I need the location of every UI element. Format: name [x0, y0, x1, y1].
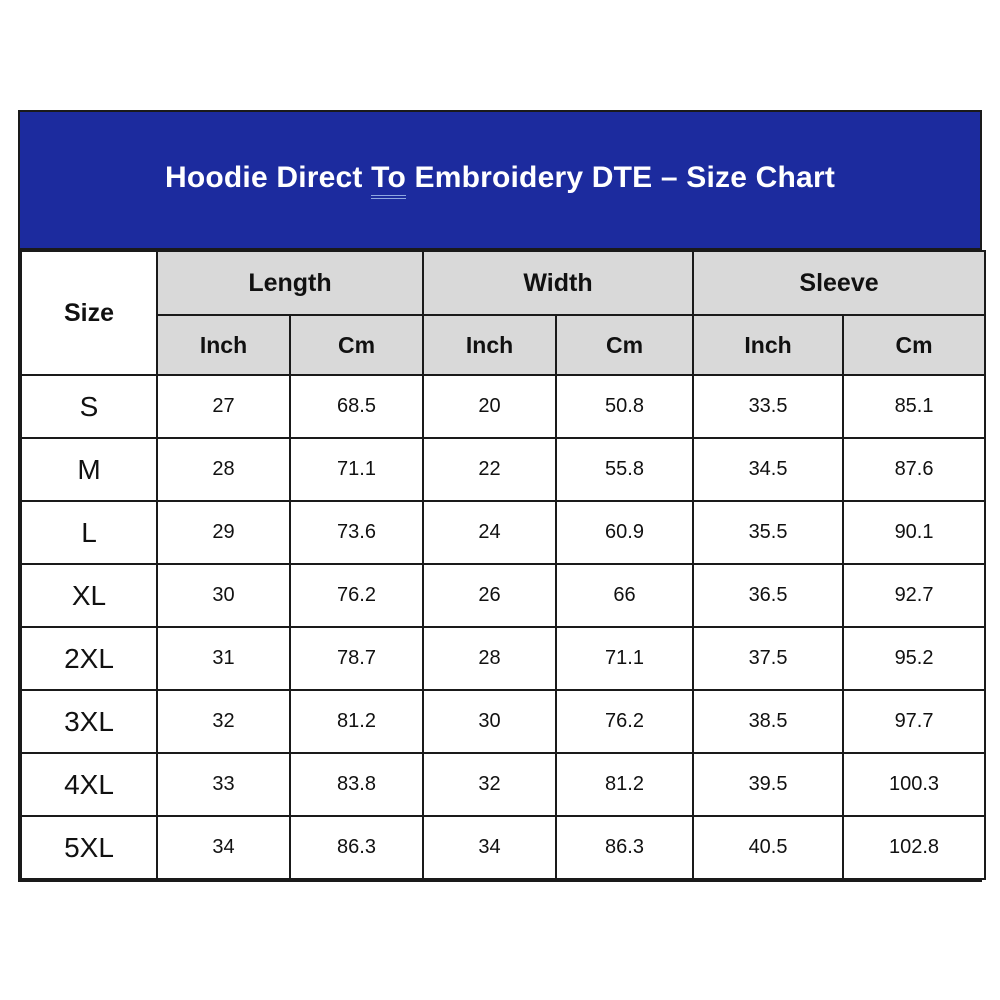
- measurement-cell: 66: [555, 563, 695, 628]
- measurement-cell: 90.1: [842, 500, 987, 565]
- measurement-cell: 38.5: [692, 689, 845, 754]
- measurement-cell: 83.8: [288, 752, 425, 817]
- col-header-sleeve-inch: Inch: [692, 314, 845, 376]
- table-row: 5XL 34 86.3 34 86.3 40.5 102.8: [20, 815, 987, 880]
- unit-header-row: Inch Cm Inch Cm Inch Cm: [21, 314, 987, 376]
- measurement-cell: 32: [422, 752, 558, 817]
- table-row: XL 30 76.2 26 66 36.5 92.7: [20, 563, 987, 628]
- table-row: M 28 71.1 22 55.8 34.5 87.6: [20, 437, 987, 502]
- table-row: 4XL 33 83.8 32 81.2 39.5 100.3: [20, 752, 987, 817]
- measurement-cell: 30: [422, 689, 558, 754]
- measurement-cell: 87.6: [842, 437, 987, 502]
- measurement-cell: 100.3: [842, 752, 987, 817]
- table-header: Size Length Width Sleeve Inch Cm Inch Cm…: [20, 250, 987, 376]
- size-cell: L: [20, 500, 158, 565]
- measurement-cell: 30: [156, 563, 291, 628]
- measurement-cell: 76.2: [288, 563, 425, 628]
- measurement-cell: 34.5: [692, 437, 845, 502]
- col-header-length-cm: Cm: [288, 314, 425, 376]
- page-title: Hoodie Direct To Embroidery DTE – Size C…: [165, 161, 835, 199]
- measurement-cell: 36.5: [692, 563, 845, 628]
- measurement-cell: 68.5: [288, 374, 425, 439]
- col-group-sleeve: Sleeve: [692, 250, 987, 316]
- size-cell: XL: [20, 563, 158, 628]
- measurement-cell: 29: [156, 500, 291, 565]
- measurement-cell: 32: [156, 689, 291, 754]
- underlined-word: To: [371, 162, 406, 199]
- page-title-after: Embroidery DTE – Size Chart: [405, 161, 836, 195]
- measurement-cell: 27: [156, 374, 291, 439]
- col-header-size: Size: [20, 250, 158, 376]
- measurement-cell: 78.7: [288, 626, 425, 691]
- measurement-cell: 34: [422, 815, 558, 880]
- col-header-width-cm: Cm: [555, 314, 695, 376]
- size-cell: 4XL: [20, 752, 158, 817]
- measurement-cell: 95.2: [842, 626, 987, 691]
- col-header-sleeve-cm: Cm: [842, 314, 987, 376]
- measurement-cell: 71.1: [288, 437, 425, 502]
- measurement-cell: 50.8: [555, 374, 695, 439]
- col-group-width: Width: [422, 250, 695, 316]
- measurement-cell: 71.1: [555, 626, 695, 691]
- measurement-cell: 81.2: [555, 752, 695, 817]
- measurement-cell: 60.9: [555, 500, 695, 565]
- table-row: 2XL 31 78.7 28 71.1 37.5 95.2: [20, 626, 987, 691]
- table-row: S 27 68.5 20 50.8 33.5 85.1: [20, 374, 987, 439]
- measurement-cell: 73.6: [288, 500, 425, 565]
- group-header-row: Size Length Width Sleeve: [20, 250, 987, 376]
- size-chart: Hoodie Direct To Embroidery DTE – Size C…: [18, 110, 987, 882]
- measurement-cell: 39.5: [692, 752, 845, 817]
- size-cell: 2XL: [20, 626, 158, 691]
- size-table: Size Length Width Sleeve Inch Cm Inch Cm…: [20, 250, 987, 880]
- measurement-cell: 33.5: [692, 374, 845, 439]
- measurement-cell: 86.3: [555, 815, 695, 880]
- col-group-length: Length: [155, 250, 425, 316]
- measurement-cell: 35.5: [692, 500, 845, 565]
- measurement-cell: 81.2: [288, 689, 425, 754]
- chart-title-banner: Hoodie Direct To Embroidery DTE – Size C…: [20, 112, 980, 250]
- size-table-body: S 27 68.5 20 50.8 33.5 85.1 M 28 71.1 22 55.8 34.5 87…: [20, 374, 987, 880]
- col-header-length-inch: Inch: [156, 314, 291, 376]
- measurement-cell: 34: [156, 815, 291, 880]
- table-row: 3XL 32 81.2 30 76.2 38.5 97.7: [20, 689, 987, 754]
- measurement-cell: 37.5: [692, 626, 845, 691]
- measurement-cell: 85.1: [842, 374, 987, 439]
- measurement-cell: 102.8: [842, 815, 987, 880]
- measurement-cell: 76.2: [555, 689, 695, 754]
- measurement-cell: 40.5: [692, 815, 845, 880]
- size-cell: M: [20, 437, 158, 502]
- measurement-cell: 24: [422, 500, 558, 565]
- page-title-before: Hoodie Direct: [164, 161, 372, 195]
- size-cell: 3XL: [20, 689, 158, 754]
- size-cell: S: [20, 374, 158, 439]
- measurement-cell: 92.7: [842, 563, 987, 628]
- measurement-cell: 31: [156, 626, 291, 691]
- table-row: L 29 73.6 24 60.9 35.5 90.1: [20, 500, 987, 565]
- measurement-cell: 86.3: [288, 815, 425, 880]
- measurement-cell: 22: [422, 437, 558, 502]
- measurement-cell: 97.7: [842, 689, 987, 754]
- measurement-cell: 26: [422, 563, 558, 628]
- measurement-cell: 20: [422, 374, 558, 439]
- measurement-cell: 28: [156, 437, 291, 502]
- measurement-cell: 28: [422, 626, 558, 691]
- size-cell: 5XL: [20, 815, 158, 880]
- measurement-cell: 33: [156, 752, 291, 817]
- measurement-cell: 55.8: [555, 437, 695, 502]
- col-header-width-inch: Inch: [422, 314, 558, 376]
